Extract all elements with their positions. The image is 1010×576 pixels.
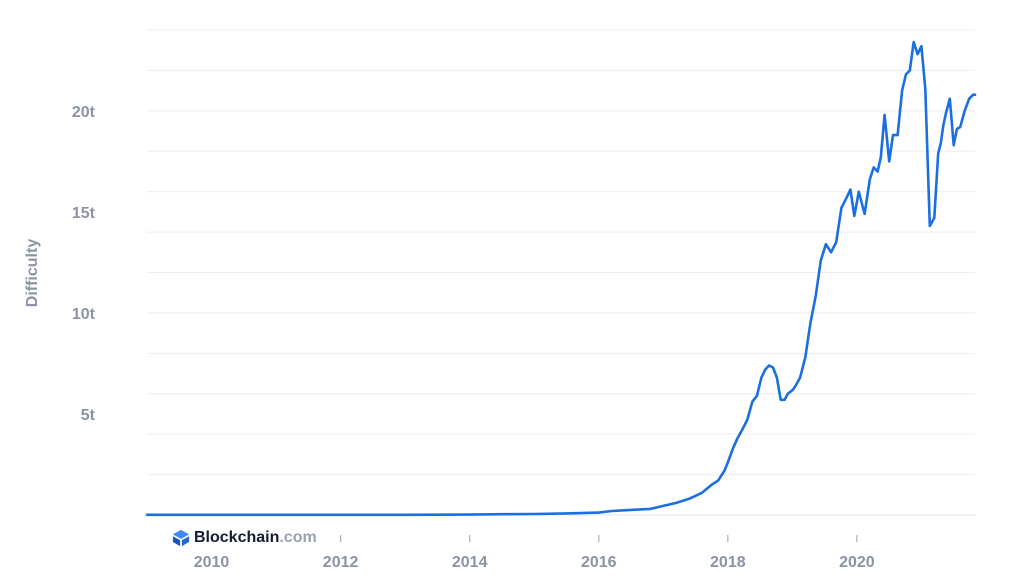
x-tick-label: 2012 [323, 554, 359, 571]
y-tick-label: 15t [72, 205, 96, 222]
x-tick-label: 2010 [194, 554, 230, 571]
y-tick-label: 20t [72, 104, 96, 121]
brand-tld: .com [279, 529, 317, 546]
x-tick-label: 2014 [452, 554, 488, 571]
brand-name: Blockchain [194, 529, 280, 546]
gridlines [147, 29, 975, 516]
x-tick-label: 2018 [710, 554, 746, 571]
x-tick-label: 2016 [581, 554, 617, 571]
x-tick-label: 2020 [839, 554, 875, 571]
blockchain-logo-icon [172, 529, 190, 547]
y-axis-label: Difficulty [24, 239, 41, 308]
difficulty-series-line [145, 40, 977, 517]
y-tick-label: 5t [81, 407, 96, 424]
y-tick-label: 10t [72, 306, 96, 323]
blockchain-brand: Blockchain .com [172, 529, 317, 547]
y-axis-ticks: 5t 10t 15t 20t [72, 104, 96, 424]
x-axis-ticks: 2010 2012 2014 2016 2018 2020 [194, 535, 875, 571]
